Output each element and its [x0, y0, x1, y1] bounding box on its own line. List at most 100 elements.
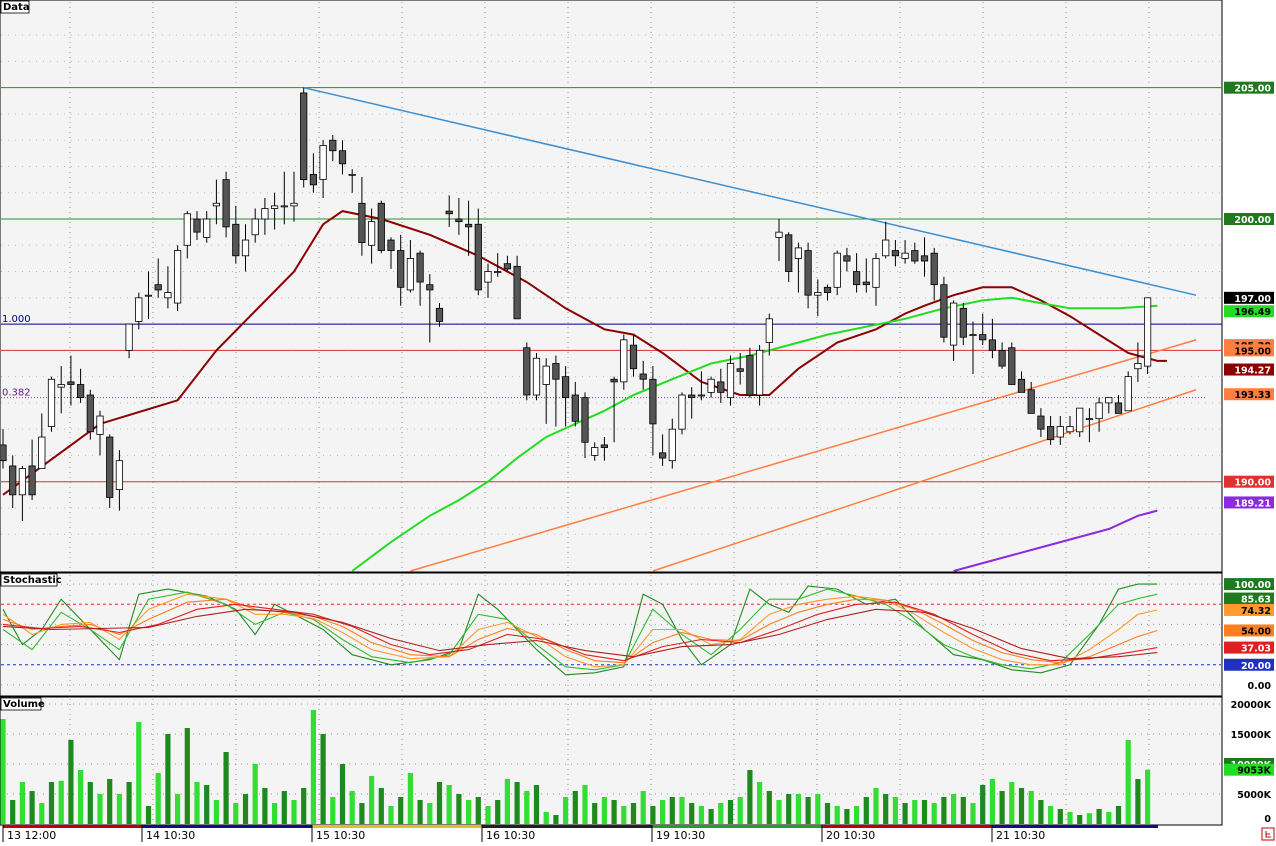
volume-bar: [786, 794, 792, 824]
candle: [804, 242, 812, 309]
volume-bar: [592, 803, 598, 824]
candle: [814, 279, 822, 317]
volume-bar: [708, 809, 714, 824]
candle: [416, 250, 424, 306]
volume-bar: [485, 806, 491, 824]
volume-tick-label: 20000K: [1231, 700, 1272, 711]
candle: [1056, 416, 1064, 445]
candle: [1017, 371, 1026, 393]
session-bar: [312, 825, 482, 828]
stochastic-value-label: 74.32: [1224, 603, 1274, 617]
candle: [86, 389, 94, 440]
candle: [1008, 342, 1016, 385]
candle: [581, 392, 589, 459]
x-tick-label: 14 10:30: [146, 829, 195, 842]
candle: [746, 347, 754, 398]
volume-bar: [698, 806, 704, 824]
volume-bar: [873, 788, 879, 824]
volume-bar: [553, 815, 559, 824]
volume-bar: [718, 803, 724, 824]
candle: [823, 284, 832, 301]
svg-text:195.00: 195.00: [1234, 346, 1271, 357]
candle: [455, 198, 463, 235]
candle: [920, 237, 929, 277]
candle: [77, 368, 85, 403]
volume-bar: [1077, 815, 1083, 824]
candle: [18, 465, 27, 522]
volume-bar: [902, 803, 908, 824]
candle: [164, 266, 172, 309]
volume-bar: [291, 800, 297, 824]
volume-bar: [136, 722, 142, 824]
volume-bar: [960, 797, 966, 824]
volume-bar: [533, 785, 540, 824]
candle: [979, 313, 987, 346]
candle: [1076, 407, 1084, 438]
candle: [1066, 416, 1074, 435]
candle: [426, 274, 434, 343]
price-value-label: 189.21: [1224, 496, 1274, 509]
candle: [697, 371, 706, 401]
candle: [959, 303, 967, 346]
session-bar: [992, 825, 1158, 828]
stochastic-line: [2, 588, 1158, 671]
candle: [397, 234, 405, 306]
candle: [270, 192, 279, 230]
volume-bar: [223, 752, 229, 824]
volume-bar: [892, 797, 898, 824]
candle: [1047, 416, 1055, 445]
trend-line: [303, 86, 1197, 296]
candle: [484, 263, 492, 298]
volume-bar: [1096, 809, 1102, 824]
volume-bar: [757, 782, 763, 824]
svg-text:74.32: 74.32: [1241, 606, 1271, 617]
price-value-label: 194.27: [1224, 363, 1274, 377]
volume-bar: [242, 794, 249, 824]
candle: [620, 334, 628, 390]
candle: [367, 208, 376, 264]
candle: [688, 387, 696, 419]
candle: [338, 140, 347, 175]
candle: [348, 169, 356, 193]
price-panel-title: Data: [3, 2, 30, 13]
volume-bar: [1048, 806, 1054, 824]
candle: [144, 271, 153, 319]
volume-bar: [640, 791, 646, 824]
candle: [474, 208, 482, 296]
candle: [445, 195, 453, 227]
volume-bar: [931, 803, 937, 824]
x-tick-label: 16 10:30: [486, 829, 535, 842]
candle: [785, 232, 793, 283]
volume-bar: [495, 800, 501, 824]
candle: [154, 258, 162, 298]
volume-bar: [1067, 812, 1073, 824]
volume-bar: [107, 779, 113, 824]
candle: [659, 434, 667, 466]
session-bar: [142, 825, 312, 828]
session-bar: [822, 825, 992, 828]
candle: [67, 355, 75, 406]
candle: [532, 352, 541, 401]
price-value-label: 196.49: [1224, 305, 1274, 318]
candle: [610, 376, 618, 443]
volume-bar: [281, 791, 287, 824]
volume-bar: [475, 797, 481, 824]
price-value-label: 193.33: [1224, 388, 1274, 401]
volume-bar: [339, 764, 346, 824]
volume-bar: [349, 791, 355, 824]
volume-bar: [427, 803, 433, 824]
volume-bar: [466, 800, 472, 824]
svg-text:54.00: 54.00: [1241, 626, 1271, 637]
candle: [1144, 297, 1152, 374]
volume-bar: [78, 770, 84, 824]
candle: [552, 355, 560, 427]
moving-average-line: [953, 509, 1158, 572]
volume-bar: [524, 791, 530, 824]
volume-bar: [611, 800, 617, 824]
stochastic-line: [2, 593, 1158, 668]
volume-bar: [815, 794, 821, 824]
scroll-control[interactable]: [1261, 827, 1275, 841]
volume-tick-label: 0: [1264, 814, 1271, 825]
candle: [232, 205, 240, 264]
